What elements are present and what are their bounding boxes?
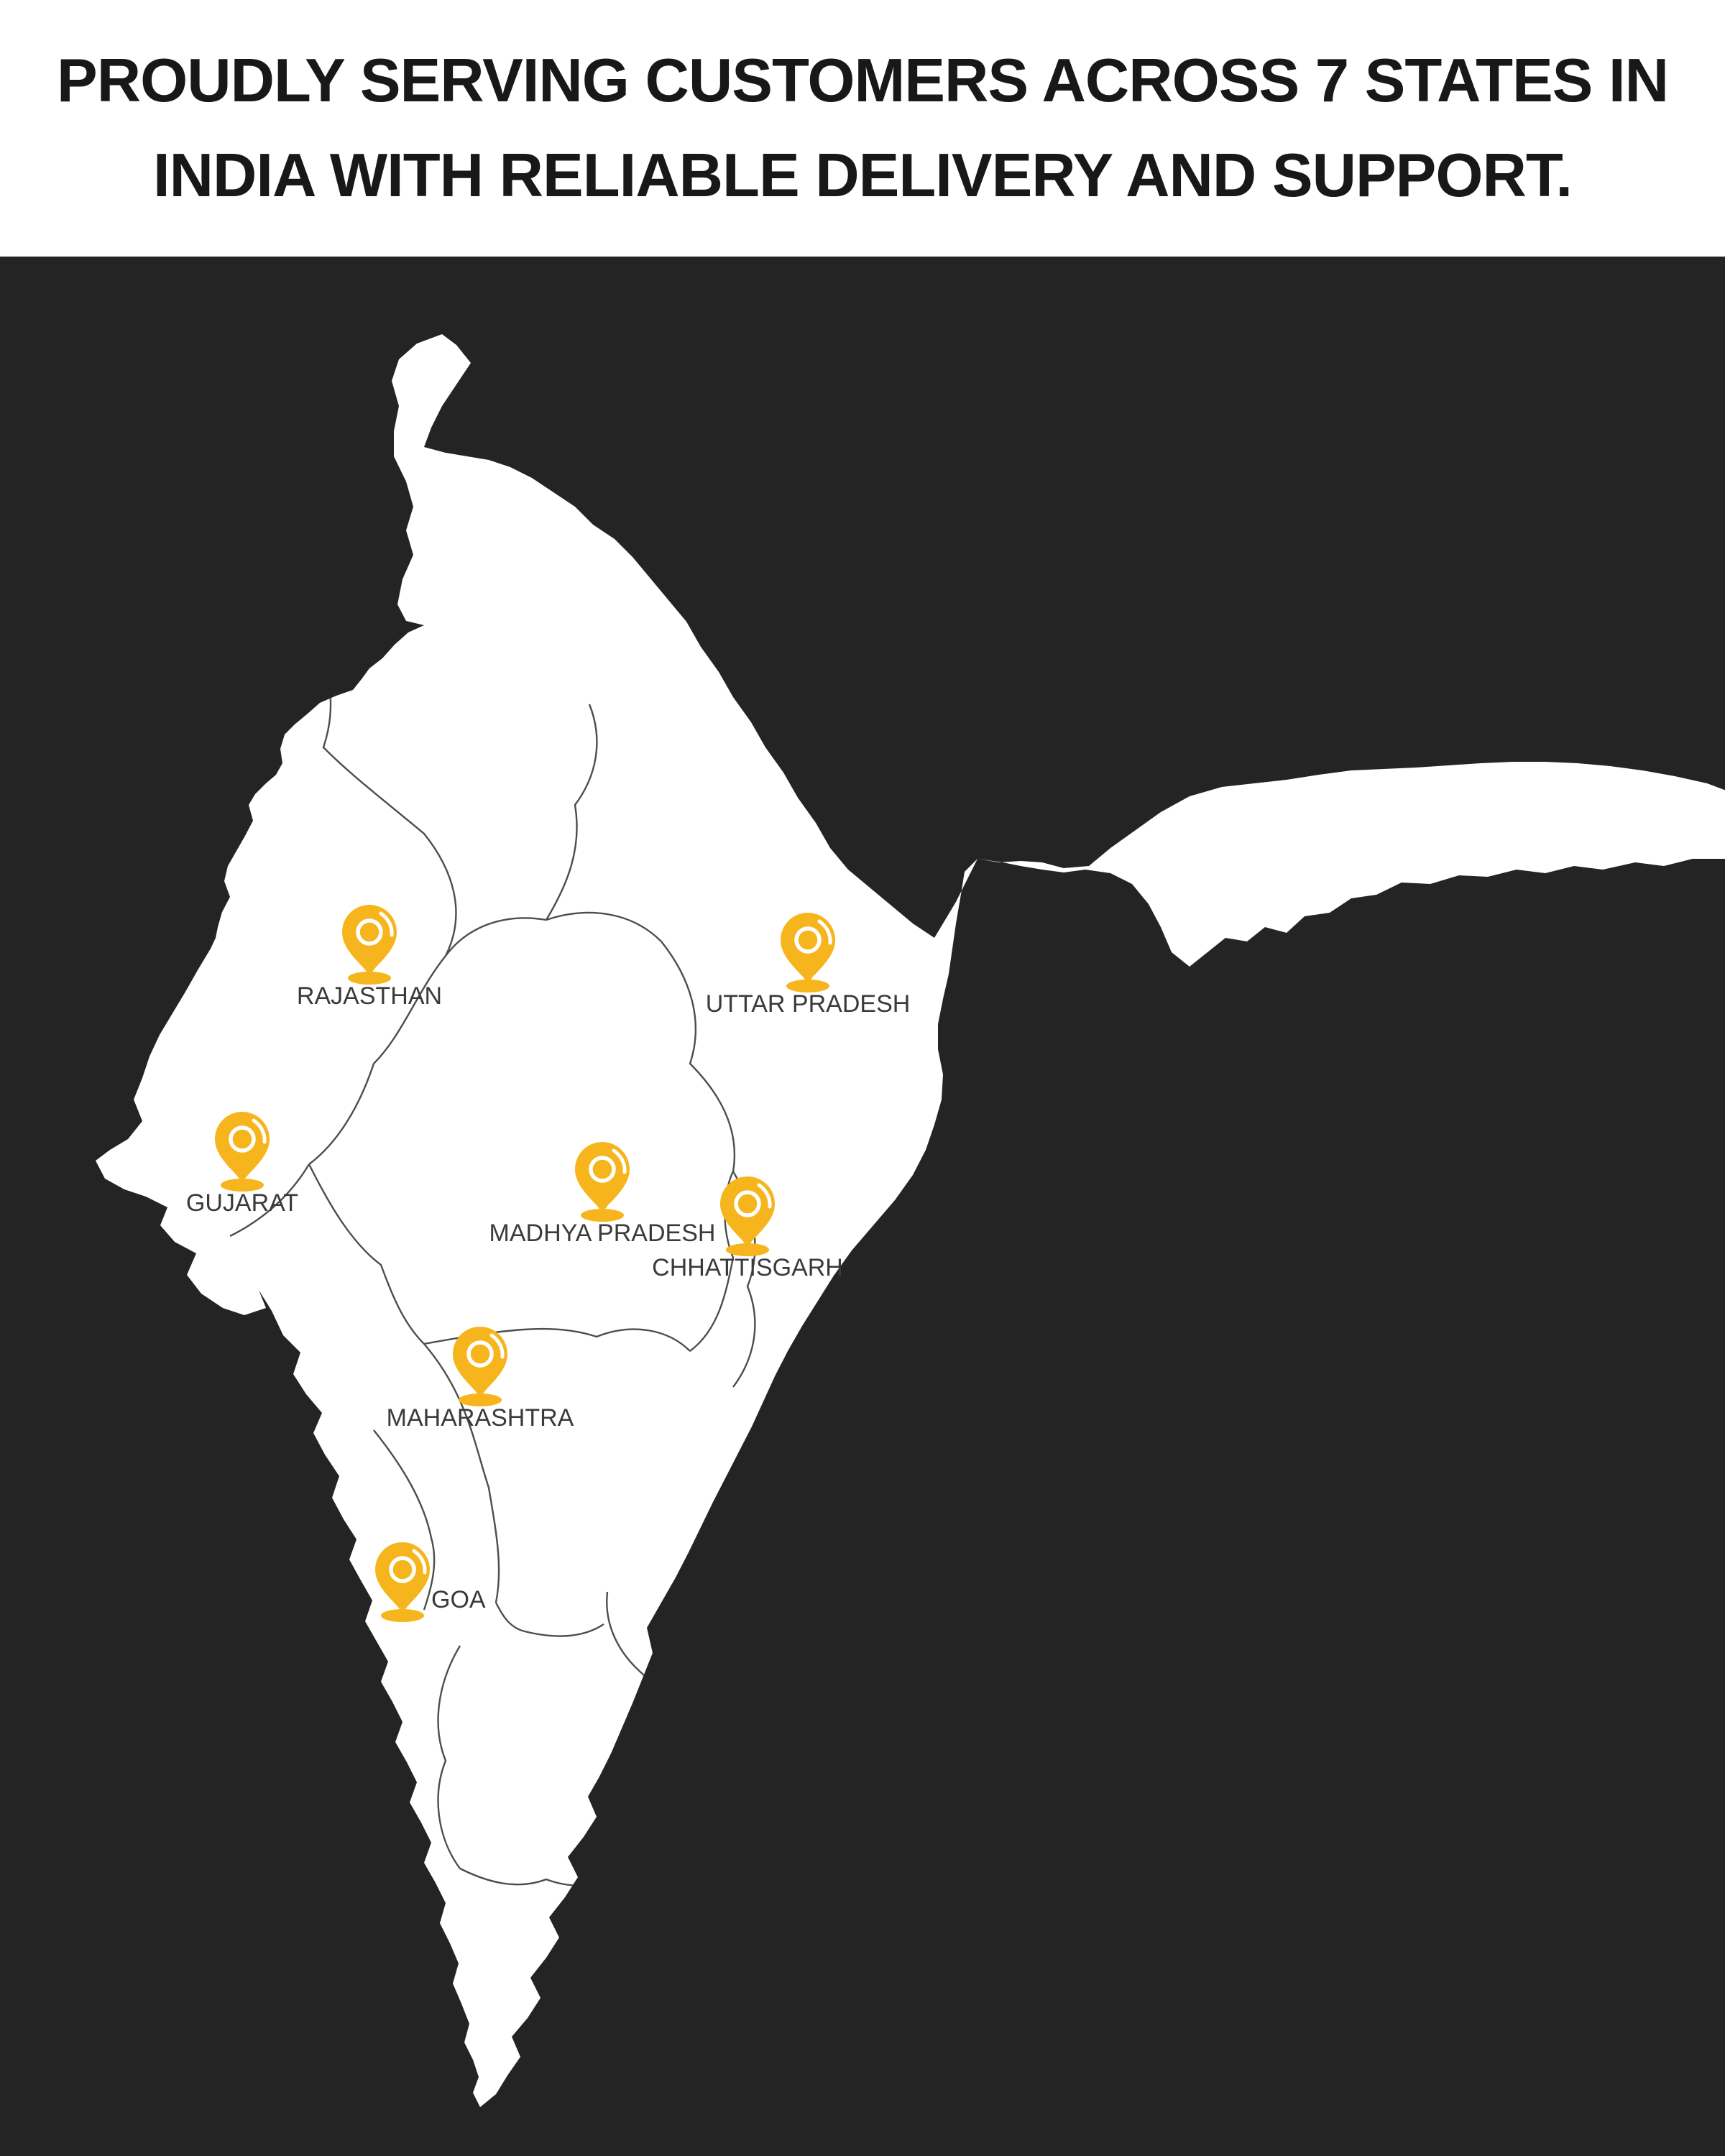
svg-text:CHHATTISGARH: CHHATTISGARH [652, 1254, 843, 1281]
svg-text:MADHYA PRADESH: MADHYA PRADESH [489, 1220, 716, 1247]
svg-text:RAJASTHAN: RAJASTHAN [297, 982, 442, 1010]
svg-text:MAHARASHTRA: MAHARASHTRA [387, 1404, 574, 1432]
svg-text:UTTAR PRADESH: UTTAR PRADESH [706, 990, 911, 1018]
svg-text:GOA: GOA [431, 1586, 486, 1613]
svg-text:GUJARAT: GUJARAT [186, 1189, 298, 1217]
